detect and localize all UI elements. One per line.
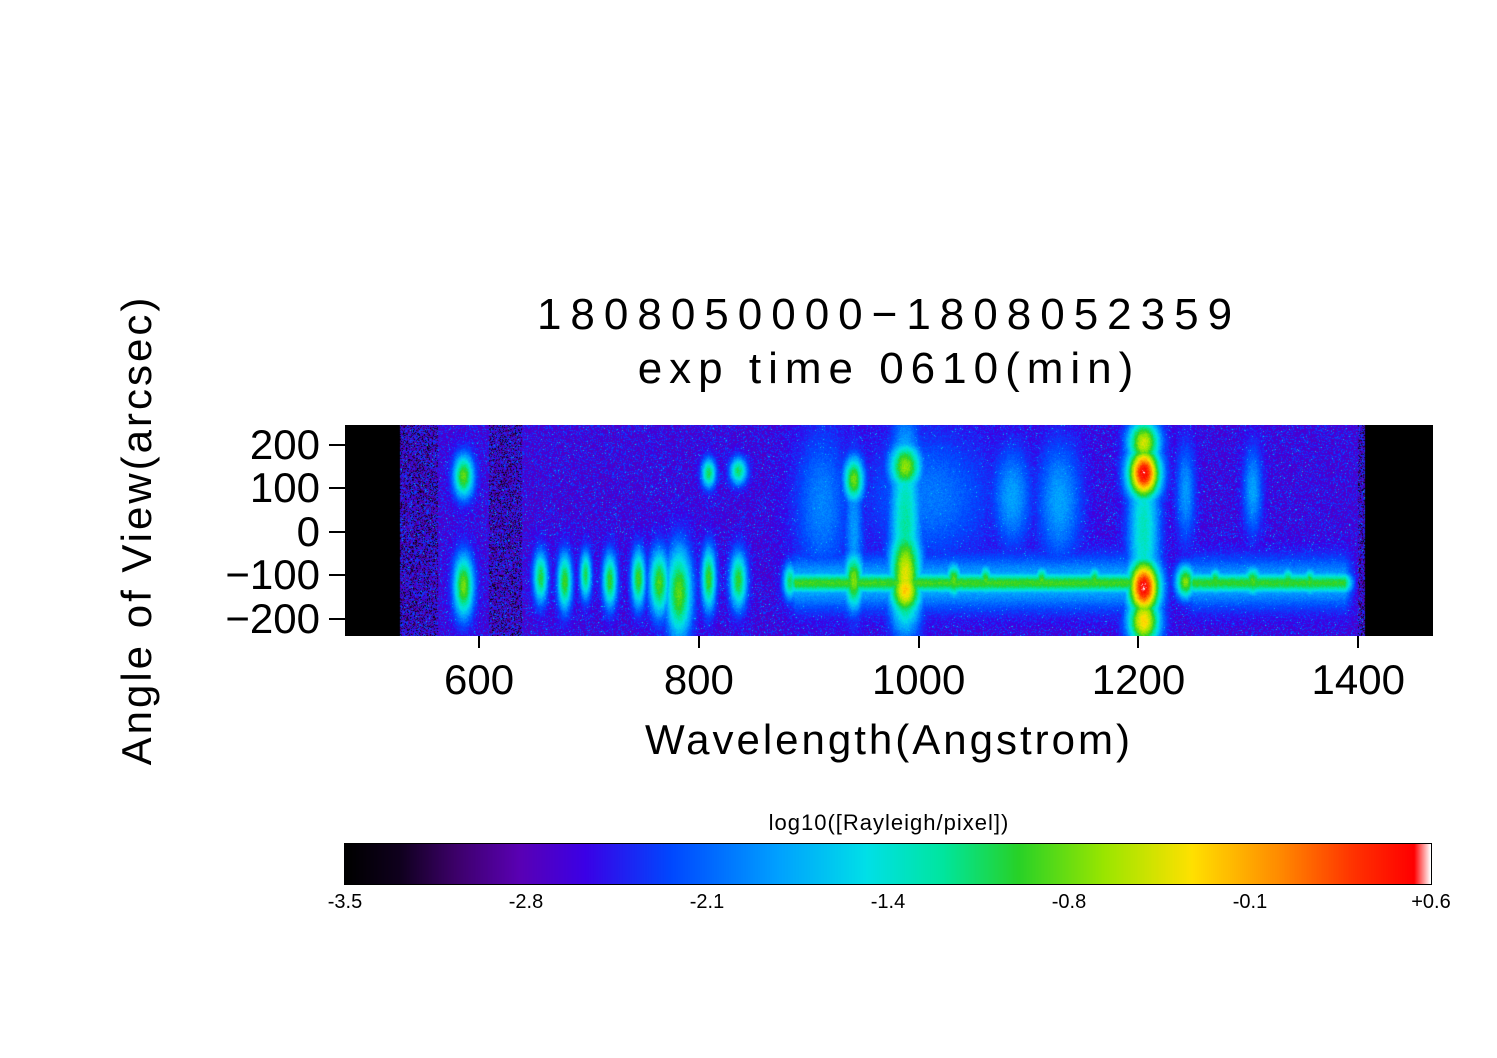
y-tick-label: 0 [296,507,320,555]
y-tick-mark [329,443,345,446]
y-tick-label: 100 [249,464,320,512]
x-tick-mark [697,636,700,648]
y-tick-mark [329,574,345,577]
y-axis-label: Angle of View(arcsec) [113,294,160,766]
plot-title: 1808050000−1808052359 [536,290,1242,339]
x-axis-label: Wavelength(Angstrom) [645,716,1133,763]
y-tick-label: −200 [225,594,320,642]
colorbar-tick-label: -0.8 [1051,891,1087,913]
colorbar-gradient [344,843,1432,885]
plot-subtitle: exp time 0610(min) [637,344,1141,393]
y-tick-label: 200 [249,420,320,468]
x-tick-mark [1137,636,1140,648]
colorbar-tick-label: -1.4 [870,891,906,913]
x-tick-label: 1200 [1091,656,1186,703]
colorbar-tick-label: -2.8 [508,891,544,913]
colorbar-tick-label: -2.1 [689,891,725,913]
x-tick-label: 1000 [871,656,966,703]
x-tick-mark [478,636,481,648]
y-tick-mark [329,530,345,533]
colorbar-tick-label: -0.1 [1232,891,1268,913]
x-tick-label: 1400 [1311,656,1405,703]
y-tick-mark [329,487,345,490]
spectral-image [345,425,1433,636]
colorbar-label: log10([Rayleigh/pixel]) [768,810,1010,835]
y-tick-label: −100 [225,551,320,599]
colorbar-tick-label: -3.5 [327,891,363,913]
colorbar-tick-label: +0.6 [1411,891,1451,913]
y-tick-mark [329,617,345,620]
x-tick-label: 800 [663,656,734,703]
x-tick-mark [917,636,920,648]
x-tick-mark [1357,636,1360,648]
x-tick-label: 600 [444,656,515,703]
